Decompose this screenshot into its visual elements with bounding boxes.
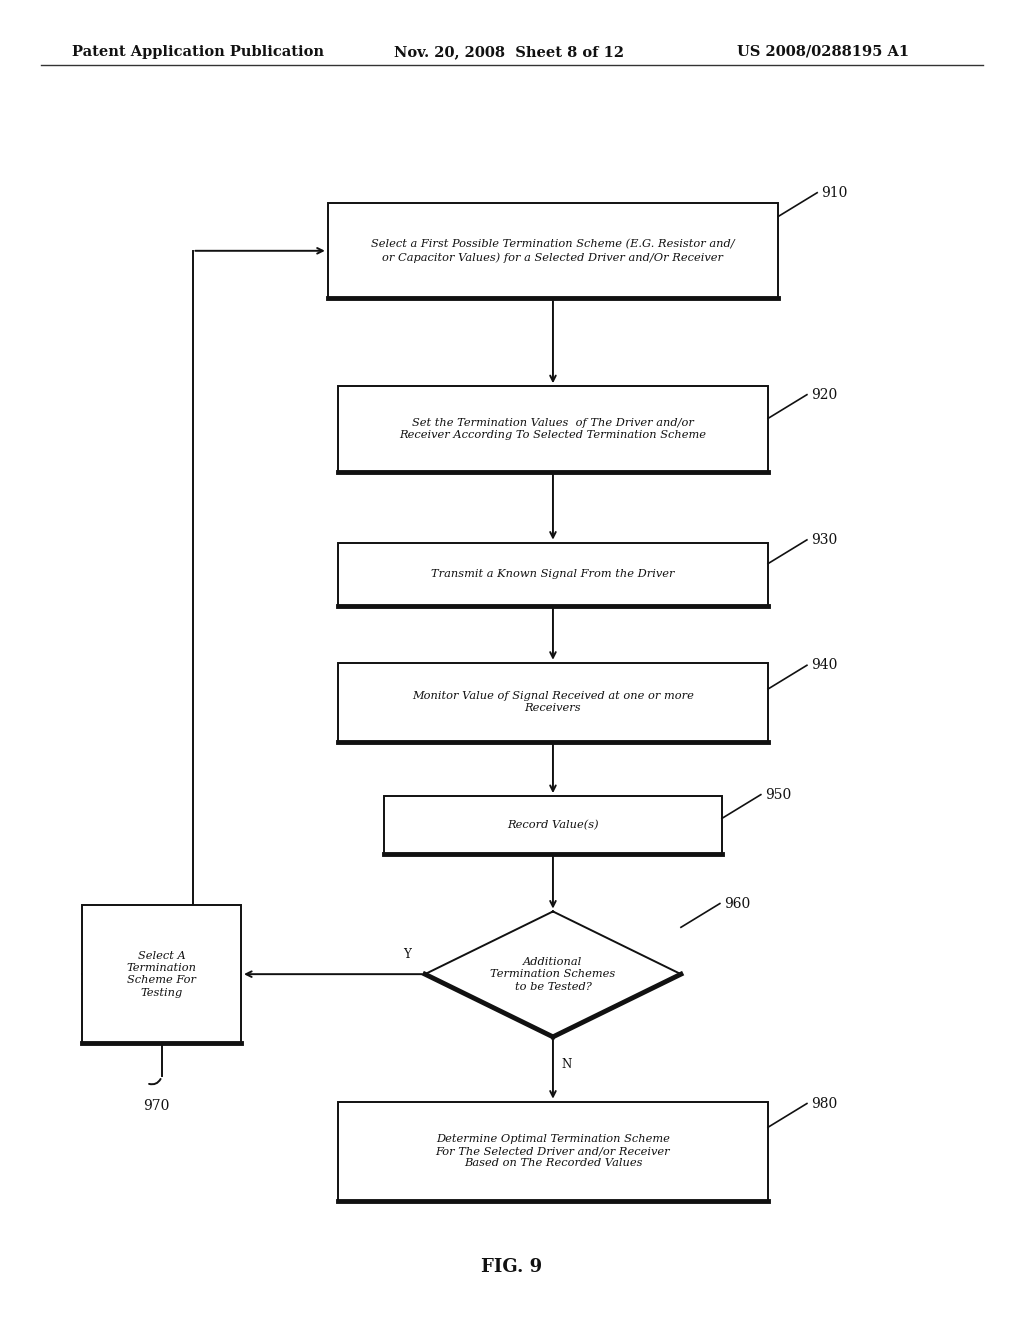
Text: US 2008/0288195 A1: US 2008/0288195 A1 [737, 45, 909, 59]
Text: 950: 950 [765, 788, 792, 801]
FancyBboxPatch shape [338, 663, 768, 742]
Text: Monitor Value of Signal Received at one or more
Receivers: Monitor Value of Signal Received at one … [412, 692, 694, 713]
Text: 960: 960 [724, 896, 751, 911]
Text: Determine Optimal Termination Scheme
For The Selected Driver and/or Receiver
Bas: Determine Optimal Termination Scheme For… [435, 1134, 671, 1168]
Text: 930: 930 [811, 533, 838, 546]
Text: 940: 940 [811, 659, 838, 672]
FancyBboxPatch shape [338, 1101, 768, 1201]
Text: 970: 970 [143, 1098, 170, 1113]
Text: Y: Y [402, 948, 411, 961]
Text: Nov. 20, 2008  Sheet 8 of 12: Nov. 20, 2008 Sheet 8 of 12 [394, 45, 625, 59]
Text: Transmit a Known Signal From the Driver: Transmit a Known Signal From the Driver [431, 569, 675, 579]
Text: N: N [561, 1059, 571, 1071]
Text: Record Value(s): Record Value(s) [507, 820, 599, 830]
Text: Patent Application Publication: Patent Application Publication [72, 45, 324, 59]
Text: 910: 910 [821, 186, 848, 199]
Text: Set the Termination Values  of The Driver and/or
Receiver According To Selected : Set the Termination Values of The Driver… [399, 418, 707, 440]
Text: 980: 980 [811, 1097, 838, 1110]
FancyBboxPatch shape [384, 796, 722, 854]
Text: Select A
Termination
Scheme For
Testing: Select A Termination Scheme For Testing [127, 950, 197, 998]
Text: FIG. 9: FIG. 9 [481, 1258, 543, 1276]
Text: Additional
Termination Schemes
to be Tested?: Additional Termination Schemes to be Tes… [490, 957, 615, 991]
Text: 920: 920 [811, 388, 838, 401]
FancyBboxPatch shape [82, 906, 242, 1043]
Text: Select a First Possible Termination Scheme (E.G. Resistor and/
or Capacitor Valu: Select a First Possible Termination Sche… [371, 239, 735, 263]
Polygon shape [425, 911, 681, 1038]
FancyBboxPatch shape [338, 543, 768, 606]
FancyBboxPatch shape [328, 203, 778, 298]
FancyBboxPatch shape [338, 385, 768, 471]
